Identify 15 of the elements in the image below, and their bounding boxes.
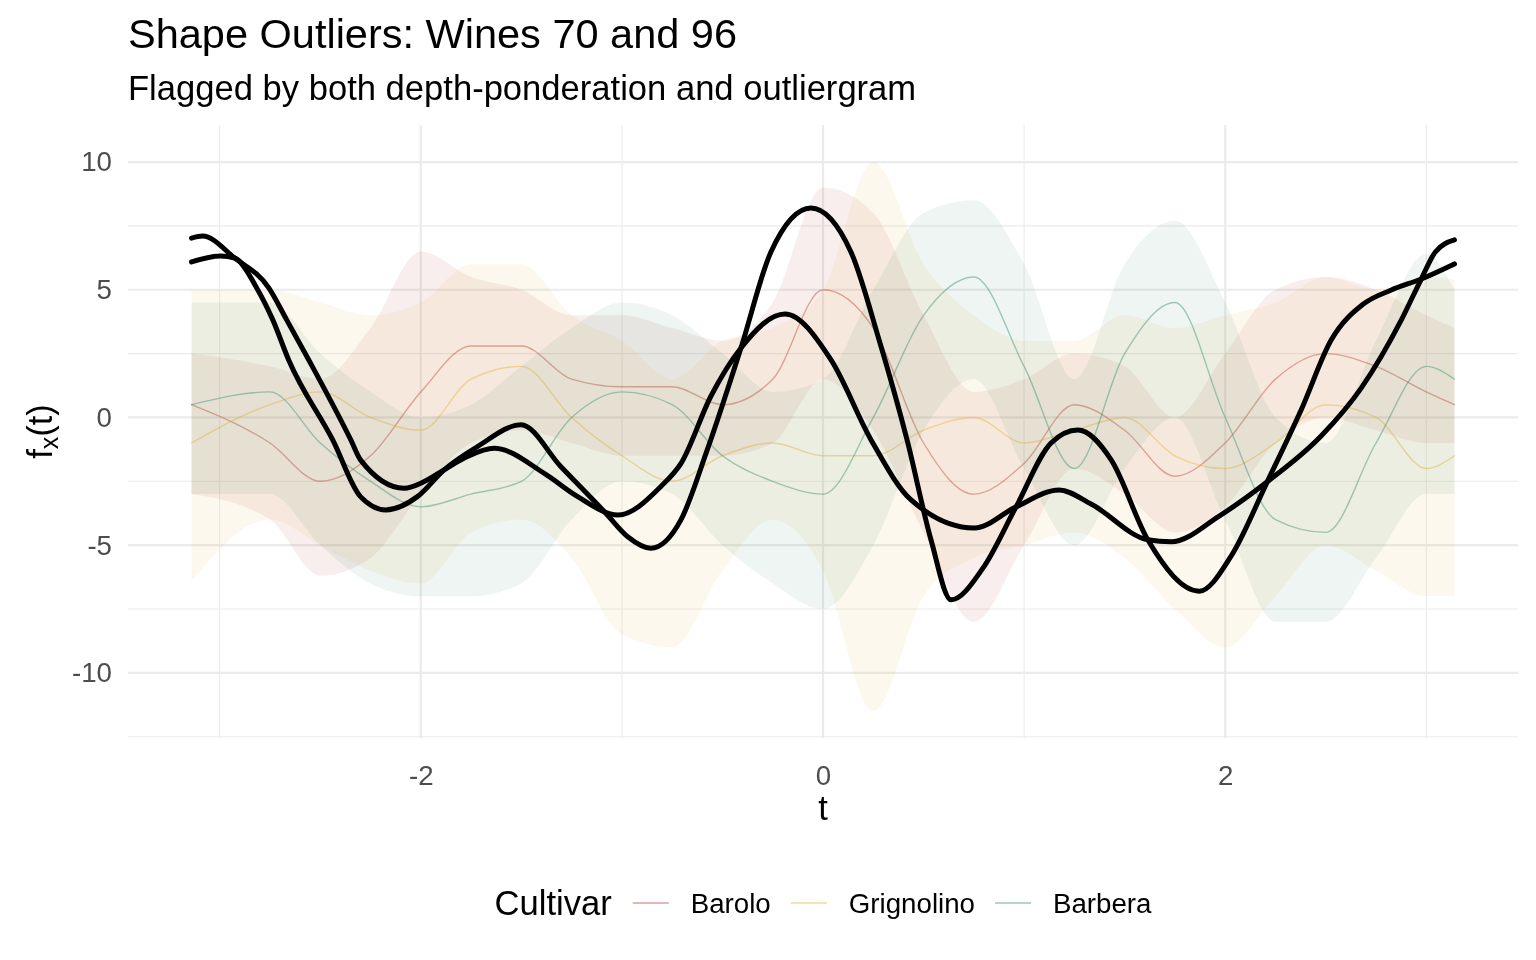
legend-label: Barbera — [1052, 887, 1153, 919]
legend-label: Barolo — [690, 887, 771, 919]
y-tick-label: 0 — [96, 401, 112, 433]
y-tick-label: -5 — [87, 529, 112, 561]
y-tick-label: 10 — [81, 146, 112, 178]
x-axis-title: t — [818, 789, 829, 827]
chart-subtitle: Flagged by both depth-ponderation and outliergram — [128, 69, 917, 107]
x-tick-label: -2 — [408, 759, 434, 791]
legend-title: Cultivar — [494, 884, 612, 923]
x-tick-label: 0 — [815, 759, 832, 791]
y-tick-label: 5 — [96, 274, 112, 306]
y-tick-label: -10 — [71, 657, 112, 689]
chart-title: Shape Outliers: Wines 70 and 96 — [128, 10, 738, 57]
legend-label: Grignolino — [848, 887, 975, 919]
x-tick-label: 2 — [1218, 759, 1234, 791]
